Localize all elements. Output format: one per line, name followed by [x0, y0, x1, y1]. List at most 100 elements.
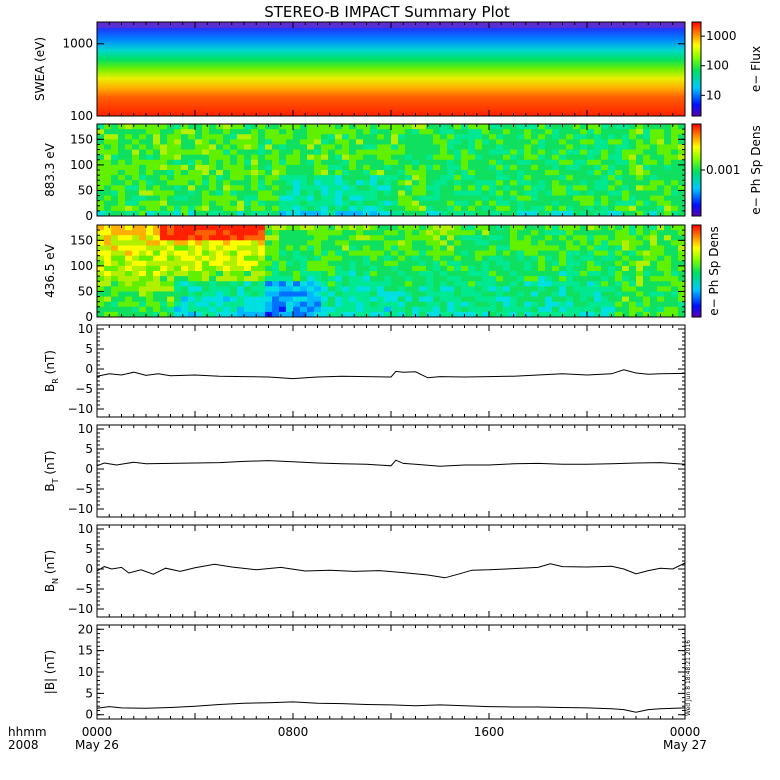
heat-cell	[601, 250, 609, 257]
heat-cell	[601, 311, 609, 317]
heat-cell	[643, 230, 651, 236]
heat-cell	[377, 265, 385, 272]
heat-cell	[167, 306, 175, 313]
heat-cell	[580, 255, 588, 262]
heat-cell	[125, 190, 133, 197]
heat-cell	[97, 245, 105, 252]
heat-cell	[321, 185, 329, 192]
heat-cell	[601, 296, 609, 303]
heat-cell	[524, 306, 532, 313]
heat-cell	[237, 180, 245, 186]
heat-cell	[202, 260, 210, 267]
heat-cell	[559, 139, 567, 146]
heat-cell	[664, 225, 672, 231]
heat-cell	[328, 245, 336, 252]
heat-cell	[622, 159, 630, 166]
heat-cell	[594, 271, 602, 277]
heat-cell	[118, 281, 126, 287]
heat-cell	[524, 190, 532, 197]
heat-cell	[258, 301, 266, 308]
heat-cell	[181, 296, 189, 303]
heat-cell	[566, 235, 574, 241]
heat-cell	[398, 124, 406, 130]
heat-cell	[636, 185, 644, 192]
heat-cell	[363, 159, 371, 166]
heat-cell	[181, 245, 189, 252]
heat-cell	[230, 124, 238, 130]
heat-cell	[384, 311, 392, 317]
heat-cell	[419, 276, 427, 282]
heat-cell	[237, 205, 245, 212]
heat-cell	[342, 230, 350, 236]
heat-cell	[573, 200, 581, 207]
heat-cell	[573, 271, 581, 277]
heat-cell	[349, 281, 357, 287]
heat-cell	[587, 134, 595, 140]
heat-cell	[405, 271, 413, 277]
heat-cell	[370, 235, 378, 241]
heat-cell	[447, 200, 455, 207]
heat-cell	[405, 205, 413, 212]
heat-cell	[475, 205, 483, 212]
heat-cell	[587, 124, 595, 130]
heat-cell	[524, 235, 532, 241]
heat-cell	[538, 205, 546, 212]
heat-cell	[342, 250, 350, 257]
heat-cell	[524, 230, 532, 236]
heat-cell	[167, 245, 175, 252]
heat-cell	[636, 225, 644, 231]
heat-cell	[286, 250, 294, 257]
heat-cell	[461, 149, 469, 156]
heat-cell	[132, 296, 140, 303]
heat-cell	[230, 286, 238, 293]
heat-cell	[545, 210, 553, 216]
heat-cell	[608, 134, 616, 140]
heat-cell	[510, 276, 518, 282]
colorbar-flux-label: e− Flux	[749, 46, 763, 92]
heat-cell	[482, 205, 490, 212]
heat-cell	[622, 235, 630, 241]
heat-cell	[167, 200, 175, 207]
heat-cell	[629, 281, 637, 287]
heat-cell	[335, 190, 343, 197]
heat-cell	[398, 281, 406, 287]
heat-cell	[587, 301, 595, 308]
heat-cell	[342, 271, 350, 277]
heat-cell	[608, 154, 616, 161]
heat-cell	[160, 190, 168, 197]
heat-cell	[629, 124, 637, 130]
heat-cell	[482, 286, 490, 293]
heat-cell	[503, 180, 511, 186]
heat-cell	[496, 311, 504, 317]
pad-883-heatmap	[97, 124, 685, 216]
x-tick-sublabel: May 27	[663, 738, 707, 752]
heat-cell	[538, 180, 546, 186]
heat-cell	[587, 255, 595, 262]
heat-cell	[377, 200, 385, 207]
heat-cell	[167, 134, 175, 140]
heat-cell	[650, 255, 658, 262]
heat-cell	[629, 225, 637, 231]
heat-cell	[545, 225, 553, 231]
heat-cell	[545, 230, 553, 236]
heat-cell	[328, 240, 336, 247]
heat-cell	[321, 291, 329, 298]
heat-cell	[461, 205, 469, 212]
heat-cell	[174, 134, 182, 140]
heat-cell	[510, 260, 518, 267]
heat-cell	[363, 205, 371, 212]
heat-cell	[377, 205, 385, 212]
heat-cell	[132, 306, 140, 313]
heat-cell	[342, 291, 350, 298]
heat-cell	[335, 200, 343, 207]
heat-cell	[559, 291, 567, 298]
heat-cell	[118, 276, 126, 282]
heat-cell	[496, 306, 504, 313]
heat-cell	[433, 159, 441, 166]
heat-cell	[524, 225, 532, 231]
heat-cell	[286, 281, 294, 287]
heat-cell	[153, 276, 161, 282]
heat-cell	[293, 230, 301, 236]
heat-cell	[237, 149, 245, 156]
